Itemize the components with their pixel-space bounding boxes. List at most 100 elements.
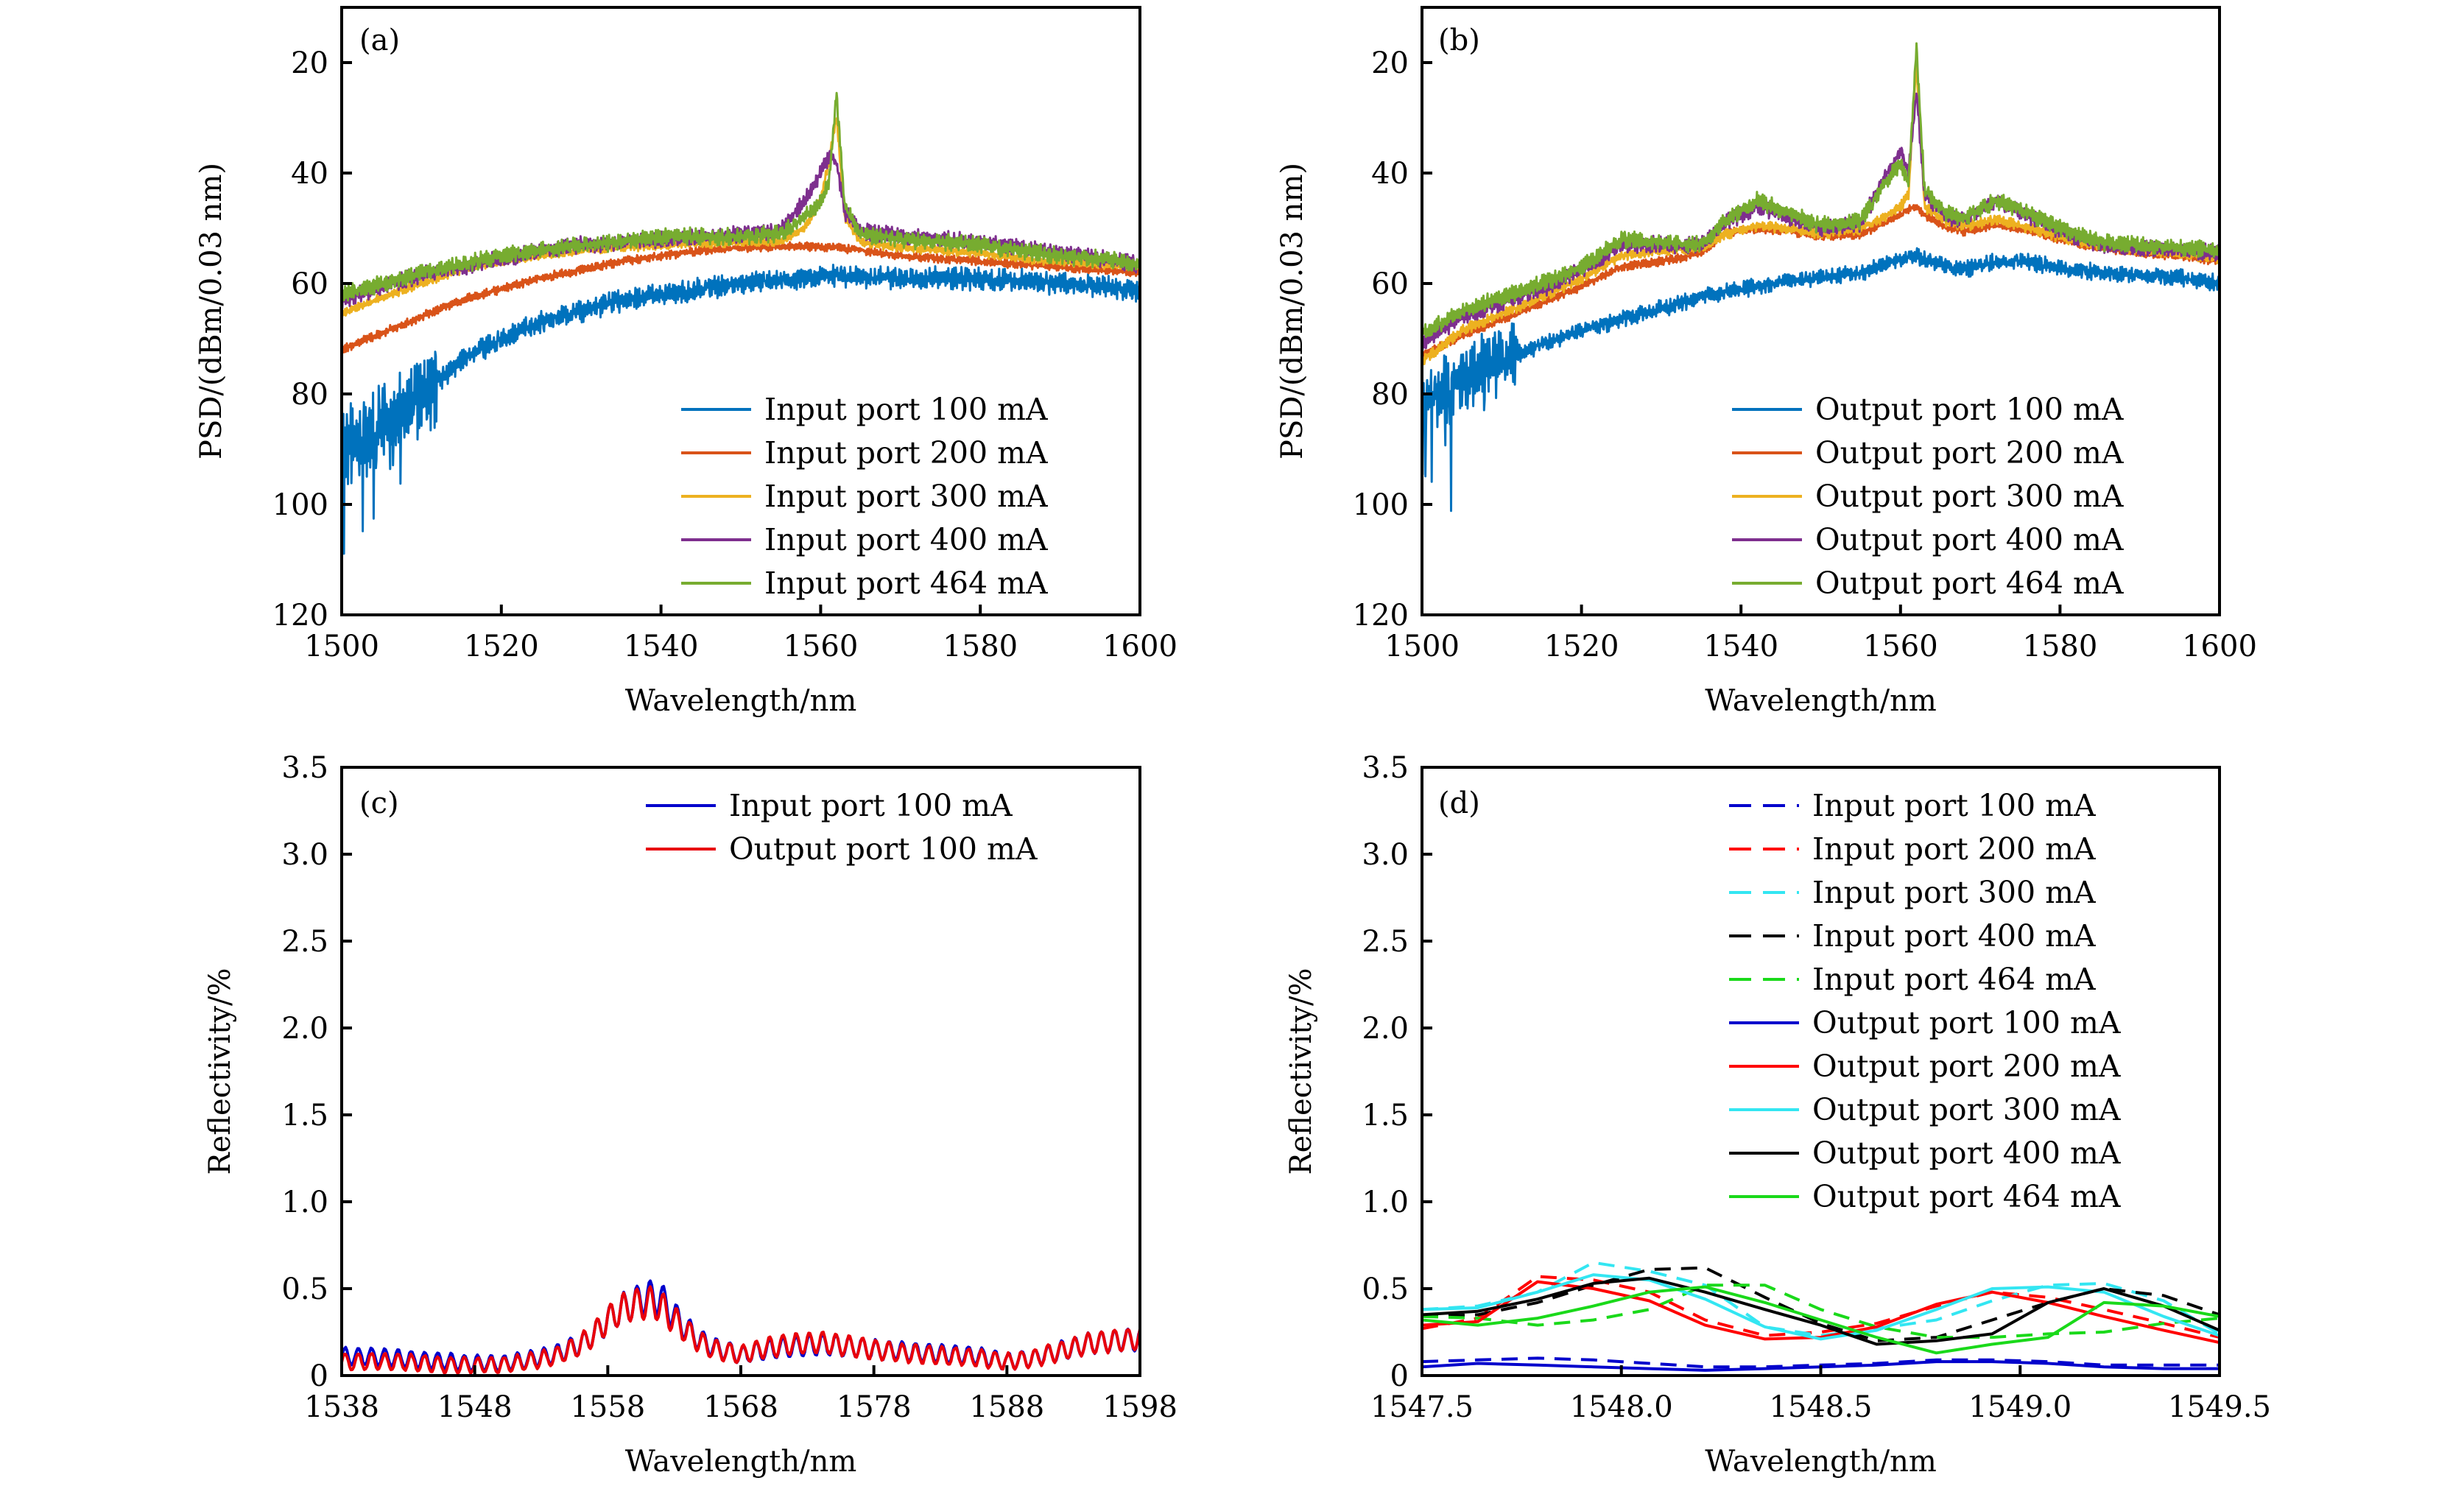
y-tick-label: 60 (291, 267, 328, 301)
y-tick-label: 80 (1371, 378, 1409, 412)
legend-label: Input port 464 mA (764, 566, 1049, 601)
series-line-output-port-100-ma (1422, 247, 2220, 513)
legend-label: Output port 300 mA (1815, 479, 2125, 514)
legend-label: Input port 400 mA (764, 522, 1049, 557)
series-line-output-port-464-ma (1422, 1285, 2220, 1355)
y-tick-label: 100 (1353, 488, 1409, 522)
x-tick-label: 1549.0 (1968, 1390, 2071, 1424)
panel-a: 1500 1520 1540 1560 1580 1600 20 40 60 80 100 120 Wa… (194, 6, 1178, 718)
x-axis-label: Wavelength/nm (1705, 684, 1937, 718)
series-line-input-port-200-ma (342, 241, 1140, 353)
legend-label: Output port 300 mA (1812, 1092, 2122, 1127)
panel-c: 1538 1548 1558 1568 1578 1588 1598 0 0.5 1.0 1.5 2.… (203, 751, 1178, 1479)
plot-area (1422, 42, 2220, 513)
y-tick-label: 3.5 (1362, 751, 1409, 785)
y-tick-label: 2.0 (1362, 1012, 1409, 1046)
series-line-input-port-464-ma (1422, 1283, 2220, 1339)
legend: Output port 100 mA Output port 200 mA Outp… (1732, 392, 2125, 601)
x-tick-label: 1538 (304, 1390, 379, 1424)
panel-tag: (c) (359, 786, 399, 820)
y-tick-label: 3.0 (281, 838, 328, 872)
series-line-output-port-300-ma (1422, 1273, 2220, 1341)
y-tick-label: 80 (291, 378, 328, 412)
y-tick-label: 0.5 (281, 1272, 328, 1306)
legend-label: Output port 400 mA (1815, 522, 2125, 557)
y-tick-label: 1.5 (281, 1099, 328, 1133)
x-tick-label: 1600 (1102, 630, 1178, 663)
x-axis-label: Wavelength/nm (625, 684, 857, 718)
y-axis-label: Reflectivity/% (203, 968, 237, 1175)
x-tick-label: 1520 (1544, 630, 1619, 663)
y-tick-label: 0 (1390, 1359, 1409, 1393)
x-axis-label: Wavelength/nm (625, 1445, 857, 1479)
y-tick-label: 1.5 (1362, 1099, 1409, 1133)
panel-tag: (d) (1438, 786, 1480, 820)
x-tick-label: 1568 (703, 1390, 778, 1424)
y-tick-label: 1.0 (281, 1186, 328, 1219)
y-tick-label: 120 (272, 599, 328, 633)
legend-label: Input port 464 mA (1812, 962, 2097, 997)
panel-tag: (b) (1438, 24, 1480, 57)
legend-label: Output port 100 mA (729, 831, 1038, 867)
legend-label: Output port 200 mA (1812, 1049, 2122, 1084)
plot-area (1422, 1261, 2220, 1372)
x-tick-label: 1598 (1102, 1390, 1178, 1424)
legend-label: Input port 300 mA (1812, 875, 2097, 910)
y-axis-label: Reflectivity/% (1284, 968, 1318, 1175)
legend-label: Input port 300 mA (764, 479, 1049, 514)
x-tick-label: 1560 (1863, 630, 1938, 663)
y-tick-label: 2.0 (281, 1012, 328, 1046)
x-tick-label: 1600 (2182, 630, 2257, 663)
y-axis-label: PSD/(dBm/0.03 nm) (1275, 163, 1309, 459)
x-tick-label: 1588 (969, 1390, 1044, 1424)
legend-label: Input port 400 mA (1812, 918, 2097, 954)
series-line-output-port-100-ma (342, 1285, 1140, 1375)
x-tick-label: 1549.5 (2168, 1390, 2271, 1424)
y-tick-label: 2.5 (281, 925, 328, 959)
y-tick-label: 120 (1353, 599, 1409, 633)
series-line-output-port-400-ma (1422, 1276, 2220, 1346)
legend-label: Output port 464 mA (1815, 566, 2125, 601)
legend: Input port 100 mA Input port 200 mA Input … (681, 392, 1049, 601)
x-tick-label: 1578 (837, 1390, 912, 1424)
legend-label: Input port 100 mA (764, 392, 1049, 427)
x-tick-label: 1560 (784, 630, 859, 663)
x-axis-label: Wavelength/nm (1705, 1445, 1937, 1479)
legend: Input port 100 mA Input port 200 mA Input … (1729, 788, 2122, 1214)
y-tick-label: 60 (1371, 267, 1409, 301)
legend-label: Input port 200 mA (764, 435, 1049, 471)
x-tick-label: 1548 (437, 1390, 513, 1424)
series-line-output-port-200-ma (1422, 1280, 2220, 1345)
y-tick-label: 3.0 (1362, 838, 1409, 872)
x-tick-label: 1558 (570, 1390, 645, 1424)
y-tick-label: 40 (1371, 157, 1409, 191)
panel-b: 1500 1520 1540 1560 1580 1600 20 40 60 80 100 120 Wa… (1275, 6, 2257, 718)
series-line-input-port-100-ma (342, 264, 1140, 555)
legend-label: Output port 400 mA (1812, 1135, 2122, 1171)
series-line-input-port-100-ma (1422, 1356, 2220, 1369)
x-tick-label: 1500 (1384, 630, 1460, 663)
series-line-output-port-300-ma (1422, 62, 2220, 365)
legend-label: Output port 200 mA (1815, 435, 2125, 471)
axes-frame (340, 6, 1141, 616)
y-tick-label: 0 (310, 1359, 328, 1393)
y-tick-label: 100 (272, 488, 328, 522)
panel-d: 1547.5 1548.0 1548.5 1549.0 1549.5 0 0.5 1.0 1.5… (1284, 751, 2271, 1479)
x-tick-label: 1540 (624, 630, 699, 663)
x-tick-label: 1580 (2023, 630, 2098, 663)
x-tick-label: 1548.0 (1570, 1390, 1673, 1424)
legend-label: Output port 100 mA (1812, 1005, 2122, 1040)
series-line-output-port-464-ma (1422, 42, 2220, 338)
y-tick-label: 20 (1371, 46, 1409, 80)
legend-label: Output port 464 mA (1812, 1179, 2122, 1214)
y-tick-label: 3.5 (281, 751, 328, 785)
legend: Input port 100 mA Output port 100 mA (646, 788, 1038, 867)
plot-area (342, 1279, 1140, 1375)
series-line-input-port-300-ma (1422, 1261, 2220, 1337)
y-axis-label: PSD/(dBm/0.03 nm) (194, 163, 228, 459)
legend-label: Input port 100 mA (729, 788, 1013, 823)
series-line-input-port-200-ma (1422, 1275, 2220, 1339)
y-tick-label: 1.0 (1362, 1186, 1409, 1219)
x-tick-label: 1520 (464, 630, 539, 663)
